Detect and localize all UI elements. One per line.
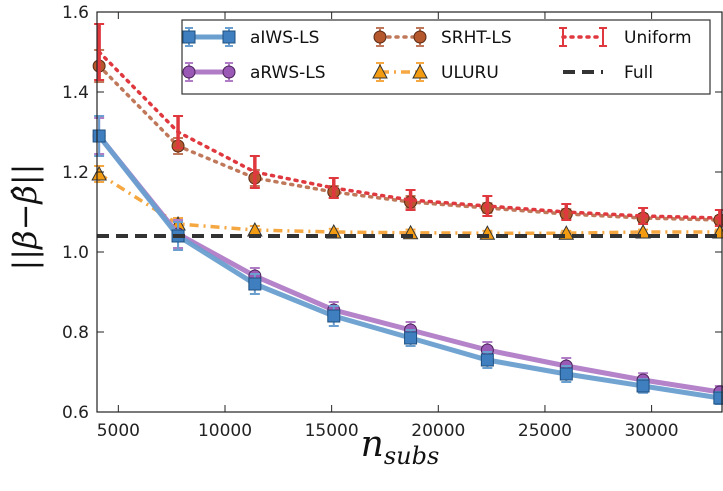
x-tick-label: 10000: [198, 421, 252, 441]
y-axis-label: ||β−β̂||: [6, 164, 44, 271]
x-tick-label: 20000: [411, 421, 465, 441]
y-tick-label: 0.8: [62, 323, 89, 343]
legend-entry-uluru: ULURU: [372, 62, 499, 83]
data-point-aiws-ls: [559, 367, 573, 381]
legend-entry-uniform: Uniform: [559, 27, 692, 48]
legend-label-aiws: aIWS-LS: [250, 28, 319, 48]
legend-label-full: Full: [624, 63, 653, 83]
legend-marker-arws-ls: [182, 65, 196, 79]
x-tick-label: 30000: [625, 421, 679, 441]
legend-marker-uluru: [372, 63, 388, 79]
series-line-arws-ls: [97, 134, 721, 395]
x-axis-label: nsubs: [361, 424, 440, 470]
data-point-aiws-ls: [404, 331, 418, 345]
legend-entry-arws: aRWS-LS: [182, 62, 326, 83]
legend-marker-srht-ls: [413, 30, 427, 44]
legend: aIWS-LS aRWS-LS SRHT-LS ULURU Uniform Fu…: [181, 19, 711, 95]
plot-frame: [96, 11, 723, 413]
y-tick-label: 1.2: [62, 163, 89, 183]
legend-label-uluru: ULURU: [441, 63, 499, 83]
y-tick-label: 1.6: [62, 3, 89, 23]
legend-entry-full: Full: [563, 63, 653, 83]
ticks-layer: 5000 10000 15000 20000 25000 30000 0.6 0.8 1.0 1.…: [62, 3, 722, 441]
series-line-uluru: [98, 172, 720, 235]
series-arws-ls: [92, 117, 723, 399]
legend-marker-srht-ls: [373, 30, 387, 44]
legend-entry-aiws: aIWS-LS: [182, 27, 319, 48]
data-point-aiws-ls: [327, 309, 341, 323]
legend-symbol-uluru: [372, 62, 428, 82]
data-point-aiws-ls: [636, 379, 650, 393]
y-tick-label: 1.0: [62, 243, 89, 263]
x-tick-label: 25000: [518, 421, 572, 441]
x-axis-label-base: n: [361, 424, 384, 465]
legend-marker-uluru: [412, 63, 428, 79]
series-line-aiws-ls: [97, 134, 721, 401]
legend-entry-srht: SRHT-LS: [373, 27, 512, 48]
x-tick-label: 5000: [97, 421, 140, 441]
legend-marker-aiws-ls: [182, 30, 196, 44]
data-point-aiws-ls: [92, 129, 106, 143]
legend-symbol-uniform: [559, 27, 607, 47]
data-point-aiws-ls: [480, 353, 494, 367]
legend-symbol-arws: [182, 62, 236, 82]
legend-symbol-aiws: [182, 27, 236, 47]
data-point-aiws-ls: [248, 277, 262, 291]
legend-label-uniform: Uniform: [624, 28, 692, 48]
x-tick-label: 15000: [305, 421, 359, 441]
legend-marker-aiws-ls: [222, 30, 236, 44]
series-uniform: [94, 23, 723, 227]
legend-symbol-srht: [373, 27, 427, 47]
legend-box: [181, 19, 711, 95]
y-tick-label: 1.4: [62, 83, 89, 103]
data-point-aiws-ls: [713, 391, 723, 405]
data-layer: [91, 23, 723, 405]
x-axis-label-sub: subs: [384, 442, 439, 470]
y-tick-label: 0.6: [62, 403, 89, 423]
data-point-uluru: [91, 165, 107, 181]
legend-label-arws: aRWS-LS: [250, 63, 326, 83]
series-aiws-ls: [92, 115, 723, 405]
legend-marker-arws-ls: [222, 65, 236, 79]
legend-label-srht: SRHT-LS: [441, 28, 512, 48]
